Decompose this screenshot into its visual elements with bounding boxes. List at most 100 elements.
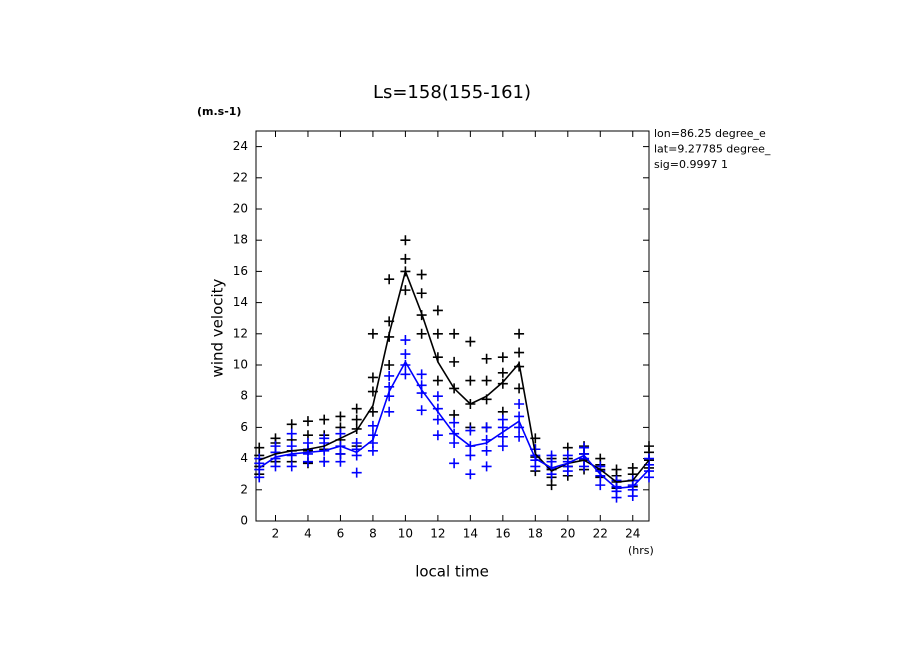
y-tick-label: 8 (240, 389, 248, 403)
cross-marker (384, 406, 395, 417)
cross-marker (351, 467, 362, 478)
cross-marker (465, 469, 476, 480)
x-tick-label: 16 (495, 527, 510, 541)
x-tick-label: 22 (593, 527, 608, 541)
x-tick-label: 20 (560, 527, 575, 541)
x-axis-label: local time (415, 563, 489, 581)
x-tick-label: 24 (625, 527, 640, 541)
cross-marker (416, 405, 427, 416)
cross-marker (351, 423, 362, 434)
cross-marker (497, 367, 508, 378)
cross-marker (351, 414, 362, 425)
cross-marker (644, 441, 654, 452)
cross-marker (497, 431, 508, 442)
cross-marker (400, 369, 411, 380)
x-tick-label: 18 (528, 527, 543, 541)
cross-marker (270, 441, 281, 452)
cross-marker (286, 450, 297, 461)
cross-marker (367, 328, 378, 339)
y-tick-label: 22 (233, 170, 248, 184)
y-tick-label: 18 (233, 233, 248, 247)
y-tick-label: 24 (233, 139, 248, 153)
annotation: lat=9.27785 degree_ (654, 143, 771, 156)
cross-marker (286, 461, 297, 472)
cross-marker (481, 375, 492, 386)
x-tick-label: 6 (337, 527, 345, 541)
cross-marker (416, 269, 427, 280)
cross-marker (432, 328, 443, 339)
y-tick-label: 16 (233, 264, 248, 278)
cross-marker (416, 369, 427, 380)
cross-marker (384, 360, 395, 370)
cross-marker (644, 453, 654, 464)
cross-marker (497, 378, 508, 389)
cross-marker (546, 450, 557, 461)
annotation: lon=86.25 degree_e (654, 127, 766, 140)
y-tick-label: 12 (233, 326, 248, 340)
cross-marker (367, 420, 378, 431)
cross-marker (579, 442, 590, 453)
cross-marker (449, 438, 460, 448)
cross-marker (367, 372, 378, 383)
x-tick-label: 10 (398, 527, 413, 541)
y-tick-label: 20 (233, 202, 248, 216)
cross-marker (286, 428, 297, 439)
cross-marker (465, 375, 476, 386)
cross-marker (400, 235, 411, 246)
cross-marker (302, 438, 313, 448)
y-unit: (m.s-1) (197, 105, 241, 118)
cross-marker (497, 441, 508, 452)
y-axis-label: wind velocity (209, 278, 227, 377)
cross-marker (432, 391, 443, 402)
cross-marker (400, 335, 411, 346)
cross-marker (514, 431, 525, 442)
chart-title: Ls=158(155-161) (373, 82, 531, 103)
y-tick-label: 2 (240, 482, 248, 496)
cross-marker (351, 403, 362, 414)
cross-marker (319, 414, 330, 425)
cross-marker (611, 464, 622, 475)
cross-marker (497, 414, 508, 425)
cross-marker (595, 480, 606, 491)
y-tick-label: 14 (233, 295, 248, 309)
cross-marker (449, 417, 460, 428)
cross-marker (611, 475, 622, 486)
cross-marker (481, 461, 492, 472)
cross-marker (432, 430, 443, 441)
cross-marker (302, 416, 313, 427)
cross-marker (465, 425, 476, 436)
cross-marker (627, 462, 638, 473)
cross-marker (449, 458, 460, 469)
cross-marker (514, 347, 525, 358)
y-tick-label: 4 (240, 451, 248, 465)
series-line (258, 360, 650, 490)
cross-marker (481, 422, 492, 433)
cross-marker (432, 375, 443, 386)
cross-marker (465, 450, 476, 461)
cross-marker (416, 328, 427, 339)
cross-marker (449, 356, 460, 367)
cross-marker (335, 428, 346, 439)
cross-marker (286, 441, 297, 452)
cross-marker (384, 274, 395, 285)
cross-marker (514, 383, 525, 394)
y-tick-label: 0 (240, 514, 248, 528)
x-tick-label: 14 (463, 527, 478, 541)
cross-marker (449, 328, 460, 339)
cross-marker (514, 411, 525, 422)
cross-marker (254, 442, 265, 453)
cross-marker (400, 349, 411, 360)
cross-marker (481, 445, 492, 456)
cross-marker (416, 288, 427, 299)
cross-marker (351, 438, 362, 448)
y-tick-label: 10 (233, 358, 248, 372)
cross-marker (465, 336, 476, 347)
cross-marker (335, 411, 346, 422)
cross-marker (562, 450, 573, 461)
cross-marker (319, 456, 330, 467)
series-line (258, 268, 650, 483)
cross-marker (319, 433, 330, 444)
x-tick-label: 4 (304, 527, 312, 541)
